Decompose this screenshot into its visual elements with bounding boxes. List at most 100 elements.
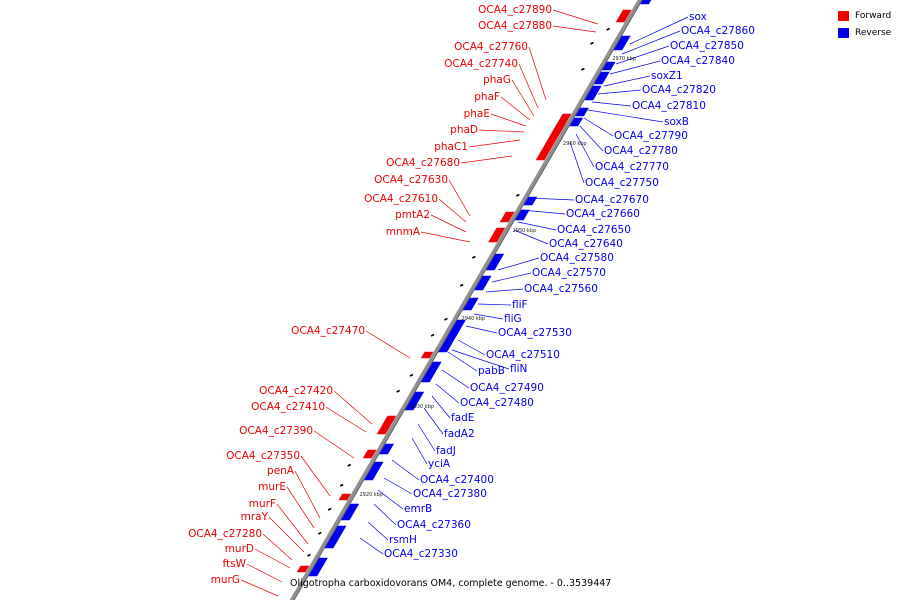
reverse-gene-label: OCA4_c27400 [420,474,494,486]
reverse-gene-11 [523,196,538,206]
legend-forward-label: Forward [855,11,892,21]
forward-gene-label: OCA4_c27610 [364,193,438,205]
tick-label: 2960 kbp [563,141,587,147]
reverse-leader-4 [603,75,651,87]
reverse-gene-label: soxB [664,116,689,128]
short-feature-9 [396,389,400,393]
reverse-leader-33 [377,489,404,510]
forward-gene-label: OCA4_c27880 [478,20,552,32]
gene-labels: OCA4_c27890 OCA4_c27880 OCA4_c27760 OCA4_c2… [188,4,755,586]
reverse-gene-label: OCA4_c27330 [384,548,458,560]
reverse-leader-7 [587,109,664,123]
reverse-gene-12 [514,209,530,221]
reverse-leader-25 [441,369,470,389]
reverse-gene-5 [575,107,589,117]
reverse-leader-5 [597,89,642,95]
tick-label: 2930 kbp [411,404,435,410]
forward-leader-18 [300,455,331,497]
forward-gene-10 [488,227,506,243]
reverse-leader-32 [383,477,413,495]
reverse-gene-label: OCA4_c27360 [397,519,471,531]
forward-leader-6 [490,113,527,127]
forward-gene-label: phaF [474,91,500,103]
tick-label: 2920 kbp [359,492,383,498]
forward-leader-1 [552,25,597,33]
coordinate-ticks: 2920 kbp 2930 kbp 2940 kbp 2950 kbp 2960 kbp… [359,56,635,498]
reverse-gene-label: OCA4_c27640 [549,238,623,250]
short-feature-7 [430,333,435,337]
forward-gene-label: murG [211,574,240,586]
forward-leader-7 [478,129,525,133]
reverse-gene-15 [462,297,479,311]
reverse-leader-30 [411,437,428,465]
reverse-gene-label: OCA4_c27490 [470,382,544,394]
reverse-gene-30 [640,0,652,5]
reverse-leader-6 [591,101,632,107]
reverse-leader-10 [575,133,595,168]
reverse-gene-label: OCA4_c27860 [681,25,755,37]
forward-swatch [838,11,849,21]
short-feature-1 [590,41,594,45]
reverse-gene-24 [364,461,384,481]
reverse-gene-label: sox [689,11,707,23]
reverse-gene-19 [404,391,425,411]
forward-gene-label: OCA4_c27350 [226,450,300,462]
reverse-gene-label: soxZ1 [651,70,683,82]
reverse-gene-28 [308,557,328,577]
forward-leader-19 [294,470,321,519]
forward-gene-label: pmtA2 [395,209,430,221]
reverse-gene-label: OCA4_c27660 [566,208,640,220]
tick-label: 2950 kbp [513,228,537,234]
reverse-leader-36 [359,537,384,555]
short-feature-2 [581,67,585,71]
forward-gene-label: phaC1 [434,141,468,153]
forward-leader-12 [430,214,467,233]
reverse-leader-31 [391,459,420,481]
forward-gene-31 [296,565,310,573]
forward-gene-label: OCA4_c27410 [251,401,325,413]
reverse-gene-26 [340,503,360,521]
forward-gene-25 [338,493,352,501]
reverse-leader-17 [491,272,532,283]
reverse-leader-3 [609,60,661,75]
reverse-gene-label: OCA4_c27850 [670,40,744,52]
forward-leader-3 [518,63,539,109]
legend-reverse-label: Reverse [855,28,892,38]
reverse-leader-2 [615,45,670,65]
reverse-gene-2 [601,61,616,71]
reverse-leader-23 [451,349,510,370]
reverse-gene-label: OCA4_c27530 [498,327,572,339]
reverse-gene-8 [569,117,584,127]
reverse-gene-label: OCA4_c27820 [642,84,716,96]
label-leaders [240,9,689,597]
reverse-gene-label: OCA4_c27780 [604,145,678,157]
axis-edge [293,0,643,600]
reverse-leader-22 [457,339,486,356]
forward-gene-label: mnmA [386,226,421,238]
short-feature-0 [606,27,610,31]
tick-label: 2940 kbp [462,316,486,322]
short-feature-8 [409,373,414,377]
short-feature-11 [339,483,344,487]
short-feature-4 [472,255,476,259]
forward-leader-20 [286,486,315,529]
axis-line [289,0,643,600]
forward-leader-25 [246,563,283,583]
genome-axis [289,0,643,600]
forward-gene-22 [376,417,396,435]
forward-leader-24 [254,548,291,569]
reverse-gene-label: OCA4_c27650 [557,224,631,236]
reverse-leader-8 [583,117,614,137]
forward-gene-label: OCA4_c27390 [239,425,313,437]
short-feature-10 [347,463,352,467]
reverse-gene-label: fadA2 [444,428,475,440]
forward-gene-0 [615,9,632,23]
forward-leader-0 [552,9,599,25]
reverse-gene-label: yciA [428,458,451,470]
forward-leader-2 [528,46,547,101]
forward-leader-9 [460,155,513,164]
reverse-leader-35 [367,521,389,541]
forward-leader-5 [500,96,531,121]
forward-gene-label: mraY [241,511,269,523]
forward-gene-label: OCA4_c27280 [188,528,262,540]
